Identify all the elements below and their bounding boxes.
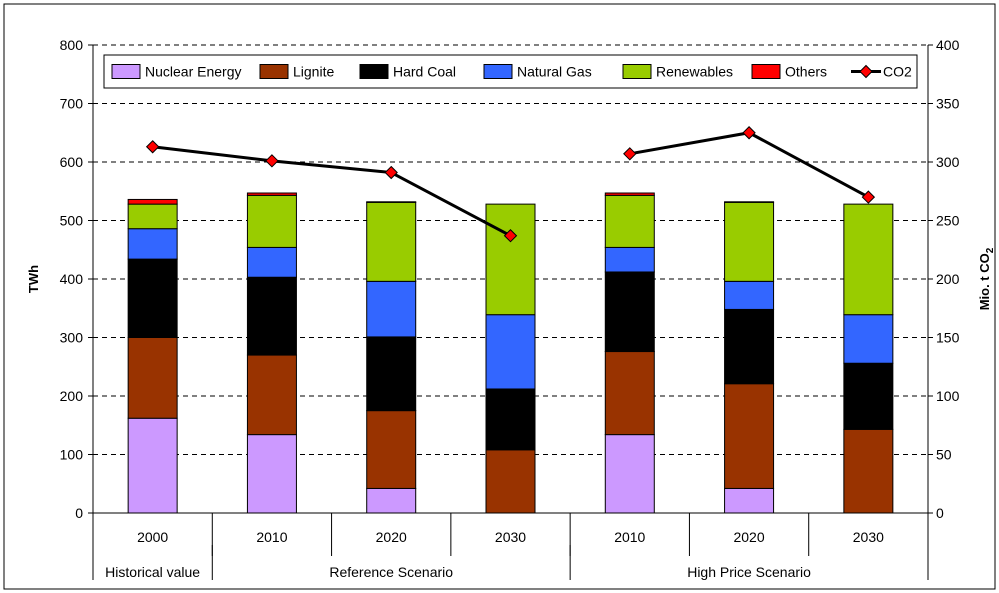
co2-point xyxy=(145,140,160,154)
bar-natural-gas-3 xyxy=(485,314,536,390)
co2-line-segment xyxy=(152,145,512,238)
bar-natural-gas-6 xyxy=(843,314,894,364)
bar-renewables-2 xyxy=(366,201,417,282)
y-right-tick-label: 0 xyxy=(936,505,944,521)
y-left-tick-label: 400 xyxy=(60,271,84,287)
bar-others-2 xyxy=(366,201,417,203)
x-tick-label: 2030 xyxy=(495,529,526,545)
legend-label: Hard Coal xyxy=(393,64,456,80)
legend-swatch xyxy=(483,64,513,79)
co2-point xyxy=(503,229,518,243)
legend-label: Renewables xyxy=(656,64,733,80)
x-tick-label: 2010 xyxy=(614,529,645,545)
legend-swatch xyxy=(359,64,389,79)
bar-lignite-3 xyxy=(485,449,536,514)
bar-others-5 xyxy=(724,201,775,203)
bar-natural-gas-5 xyxy=(724,280,775,310)
y-left-tick-label: 600 xyxy=(60,154,84,170)
bar-renewables-5 xyxy=(724,201,775,282)
y-left-tick-label: 0 xyxy=(75,505,83,521)
legend-marker xyxy=(859,64,873,79)
x-group-label: Historical value xyxy=(105,564,200,580)
bar-nuclear-energy-2 xyxy=(366,487,417,514)
bar-nuclear-energy-1 xyxy=(246,434,297,514)
bar-nuclear-energy-5 xyxy=(724,487,775,514)
y-right-tick-label: 350 xyxy=(936,96,960,112)
co2-point xyxy=(861,190,876,204)
y-left-tick-label: 200 xyxy=(60,388,84,404)
bar-hard-coal-3 xyxy=(485,388,536,451)
bar-nuclear-energy-0 xyxy=(127,417,178,514)
bar-renewables-4 xyxy=(604,194,655,248)
bar-others-0 xyxy=(127,198,178,205)
x-group-label: High Price Scenario xyxy=(687,564,811,580)
x-tick-label: 2000 xyxy=(137,529,168,545)
bar-natural-gas-0 xyxy=(127,228,178,260)
y-right-axis-title-subscript: 2 xyxy=(985,247,996,253)
bar-hard-coal-2 xyxy=(366,336,417,412)
co2-point xyxy=(265,154,279,168)
y-right-tick-label: 50 xyxy=(936,447,952,463)
co2-line xyxy=(145,126,876,243)
y-left-tick-label: 700 xyxy=(60,96,84,112)
bars xyxy=(127,192,894,514)
bar-renewables-3 xyxy=(485,203,536,316)
bar-lignite-1 xyxy=(246,354,297,436)
y-right-tick-label: 200 xyxy=(936,271,960,287)
legend-swatch xyxy=(751,64,781,79)
co2-point xyxy=(384,165,398,180)
y-right-tick-label: 150 xyxy=(936,330,960,346)
bar-lignite-5 xyxy=(724,383,775,489)
bar-lignite-2 xyxy=(366,410,417,489)
bar-lignite-6 xyxy=(843,428,894,514)
bar-renewables-1 xyxy=(246,194,297,248)
x-group-label: Reference Scenario xyxy=(329,564,453,580)
y-right-tick-label: 250 xyxy=(936,213,960,229)
co2-point xyxy=(742,126,756,140)
x-tick-label: 2020 xyxy=(733,529,764,545)
y-left-tick-label: 800 xyxy=(60,37,84,53)
x-tick-label: 2010 xyxy=(256,529,287,545)
bar-lignite-0 xyxy=(127,337,178,419)
legend-label: CO2 xyxy=(883,64,912,80)
bar-natural-gas-1 xyxy=(246,246,297,278)
legend: Nuclear Energy Lignite Hard Coal Natural Ga… xyxy=(103,54,918,89)
y-left-tick-label: 500 xyxy=(60,213,84,229)
y-right-tick-label: 400 xyxy=(936,37,960,53)
legend-label: Natural Gas xyxy=(517,64,592,80)
bar-hard-coal-6 xyxy=(843,362,894,430)
legend-swatch xyxy=(259,64,289,79)
co2-point xyxy=(623,147,637,161)
y-left-axis-title: TWh xyxy=(26,265,41,293)
bar-renewables-6 xyxy=(843,203,894,316)
bar-hard-coal-4 xyxy=(604,271,655,353)
y-right-axis-title: Mio. t CO2 xyxy=(977,247,996,310)
bar-others-1 xyxy=(246,192,297,196)
y-left-tick-label: 100 xyxy=(60,447,84,463)
legend-label: Others xyxy=(785,64,827,80)
x-tick-label: 2030 xyxy=(853,529,884,545)
legend-label: Lignite xyxy=(293,64,334,80)
axes: 0 100 200 300 400 500 600 700 800 0 50 100 150 200 250… xyxy=(26,37,996,580)
legend-swatch xyxy=(622,64,652,79)
bar-others-4 xyxy=(604,192,655,196)
bar-nuclear-energy-4 xyxy=(604,434,655,514)
y-right-tick-label: 300 xyxy=(936,154,960,170)
bar-lignite-4 xyxy=(604,351,655,436)
legend-swatch xyxy=(111,64,141,79)
bar-hard-coal-0 xyxy=(127,258,178,338)
legend-label: Nuclear Energy xyxy=(145,64,242,80)
bar-natural-gas-4 xyxy=(604,246,655,273)
y-right-tick-label: 100 xyxy=(936,388,960,404)
x-tick-label: 2020 xyxy=(376,529,407,545)
bar-renewables-0 xyxy=(127,203,178,230)
y-left-tick-label: 300 xyxy=(60,330,84,346)
bar-hard-coal-5 xyxy=(724,308,775,385)
bar-hard-coal-1 xyxy=(246,276,297,356)
bar-natural-gas-2 xyxy=(366,280,417,338)
